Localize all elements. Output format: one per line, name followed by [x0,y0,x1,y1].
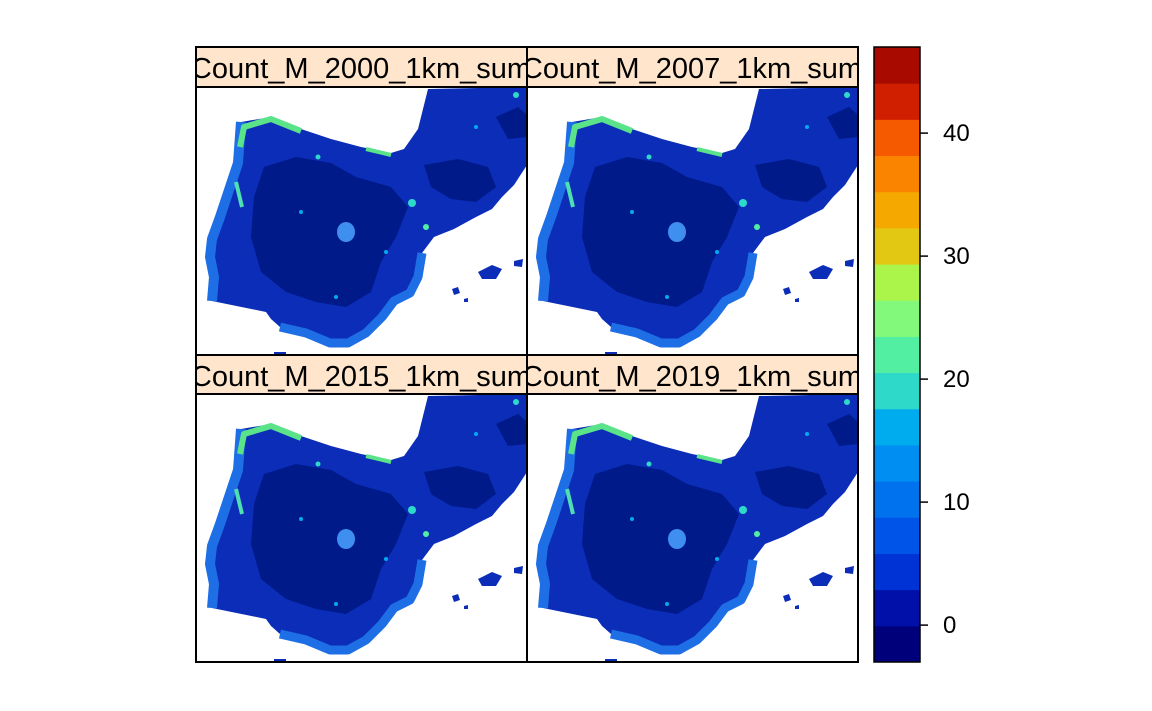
map-panel-2015 [210,394,527,662]
panel-title-2015: Count_M_2015_1km_sum [191,361,531,393]
panel-title-2007: Count_M_2007_1km_sum [522,53,862,85]
color-key-band [874,83,920,120]
color-key-band [874,444,920,482]
color-key-band [874,481,920,518]
color-key-tick-label: 30 [943,243,970,270]
color-key-band [874,372,920,410]
color-key-band [874,191,920,229]
color-key-band [874,553,920,591]
color-key-band [874,517,920,554]
color-key-band [874,119,920,157]
strip-bg-2000 [196,47,527,87]
map-panel-2000 [210,87,527,355]
color-key-band [874,408,920,446]
map-panel-2019 [541,394,858,662]
panel-title-2019: Count_M_2019_1km_sum [522,361,862,393]
color-key-tick-label: 20 [943,366,970,393]
color-key-band [874,589,920,627]
strip-bg-2015 [196,355,527,394]
color-key-band [874,155,920,193]
color-key-tick-label: 40 [943,120,970,147]
panel-grid-lines [195,46,859,663]
color-key-band [874,227,920,265]
color-key-band [874,625,920,663]
map-panel-2007 [541,87,858,355]
strip-bg-2019 [527,355,858,394]
panel-title-2000: Count_M_2000_1km_sum [191,53,531,85]
color-key-tick-label: 0 [943,612,956,639]
strip-bg-2007 [527,47,858,87]
color-key-band [874,336,920,374]
color-key: 0 10 20 30 40 [873,46,970,663]
color-key-band [874,264,920,301]
color-key-border [873,46,921,663]
color-key-band [874,300,920,337]
color-key-tick-label: 10 [943,489,970,516]
color-key-band [874,47,920,84]
